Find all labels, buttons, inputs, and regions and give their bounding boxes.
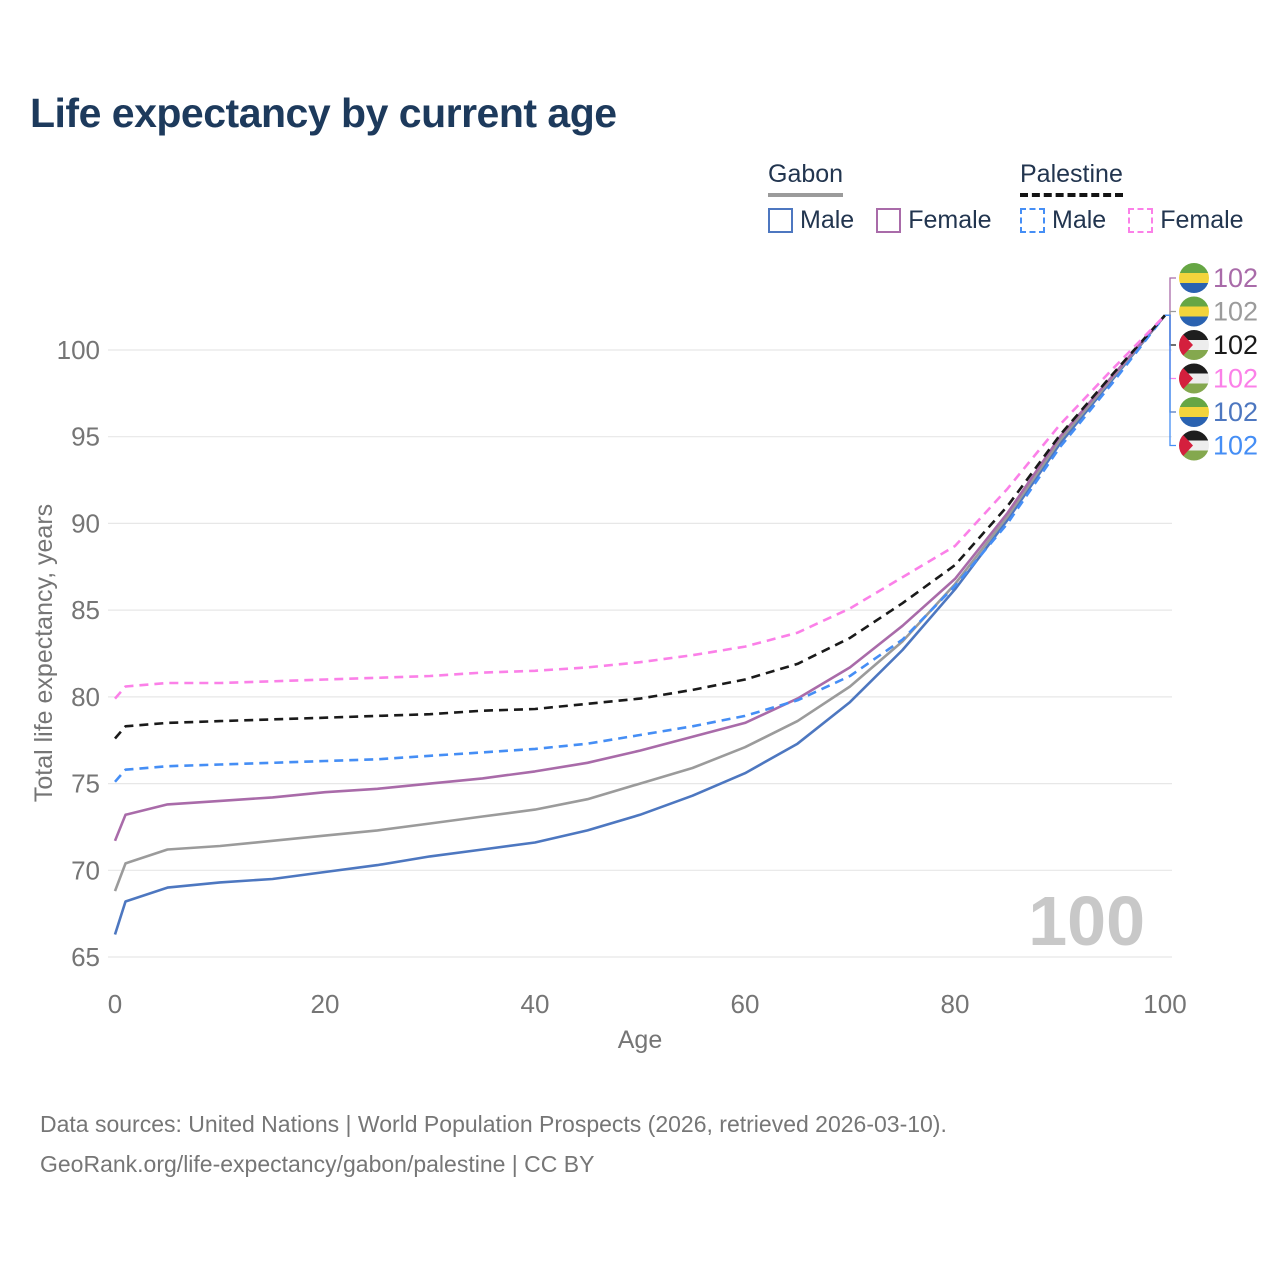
y-tick-label: 85	[71, 595, 100, 625]
x-axis-title: Age	[618, 1026, 662, 1054]
x-tick-label: 60	[731, 989, 760, 1019]
legend-item-label: Female	[1160, 206, 1244, 234]
series-lines	[113, 314, 1167, 935]
end-label-value-gabon_total: 102	[1213, 297, 1258, 327]
y-tick-label: 90	[71, 508, 100, 538]
legend-row-palestine: Male Female	[1020, 206, 1244, 235]
footer-line-2: GeoRank.org/life-expectancy/gabon/palest…	[40, 1151, 595, 1177]
end-label-value-palestine_female: 102	[1213, 364, 1258, 394]
x-tick-label: 0	[108, 989, 122, 1019]
end-label-value-palestine_male: 102	[1213, 431, 1258, 461]
legend-item-palestine-male[interactable]: Male	[1020, 206, 1106, 235]
end-label-value-palestine_total: 102	[1213, 330, 1258, 360]
series-line-palestine_female	[114, 314, 1166, 700]
gabon-flag-icon	[1179, 263, 1209, 293]
gridlines	[108, 349, 1172, 958]
legend-title-palestine: Palestine	[1020, 160, 1123, 197]
x-tick-label: 40	[521, 989, 550, 1019]
gabon-male-swatch-icon	[768, 208, 793, 233]
y-tick-label: 75	[71, 769, 100, 799]
leader-line-palestine_male	[1165, 314, 1176, 447]
x-tick-label: 100	[1143, 989, 1186, 1019]
legend-item-label: Male	[800, 206, 855, 234]
leader-lines	[1165, 277, 1176, 447]
end-label-value-gabon_male: 102	[1213, 397, 1258, 427]
series-line-gabon_female	[113, 314, 1166, 842]
y-axis-title: Total life expectancy, years	[30, 504, 58, 802]
palestine-female-swatch-icon	[1128, 208, 1154, 233]
legend-item-gabon-female[interactable]: Female	[876, 206, 992, 235]
palestine-flag-icon	[1179, 431, 1209, 461]
legend-group-gabon: Gabon Male Female	[768, 160, 992, 235]
gabon-flag-icon	[1179, 397, 1209, 427]
current-age-watermark: 100	[1028, 882, 1145, 960]
x-tick-labels: 0 20 40 60 80 100	[108, 989, 1187, 1019]
legend-group-palestine: Palestine Male Female	[1020, 160, 1244, 235]
y-tick-label: 70	[71, 855, 100, 885]
gabon-female-swatch-icon	[876, 208, 902, 233]
series-line-gabon_total	[113, 314, 1166, 892]
legend-item-label: Male	[1052, 206, 1107, 234]
legend-item-gabon-male[interactable]: Male	[768, 206, 854, 235]
y-tick-label: 100	[57, 335, 100, 365]
y-tick-label: 95	[71, 422, 100, 452]
legend-item-label: Female	[908, 206, 992, 234]
palestine-flag-icon	[1179, 364, 1209, 394]
gabon-flag-icon	[1179, 297, 1209, 327]
legend-row-gabon: Male Female	[768, 206, 992, 235]
x-tick-label: 20	[311, 989, 340, 1019]
series-line-palestine_male	[114, 314, 1167, 783]
y-tick-label: 65	[71, 942, 100, 972]
legend-title-gabon: Gabon	[768, 160, 844, 197]
leader-line-gabon_female	[1165, 277, 1176, 316]
y-tick-label: 80	[71, 682, 100, 712]
data-source-footer: Data sources: United Nations | World Pop…	[40, 1104, 947, 1184]
series-line-palestine_total	[114, 314, 1166, 740]
palestine-flag-icon	[1179, 330, 1209, 360]
y-tick-labels: 65 70 75 80 85 90 95 100	[57, 335, 100, 972]
footer-line-1: Data sources: United Nations | World Pop…	[40, 1111, 947, 1137]
end-label-value-gabon_female: 102	[1213, 263, 1258, 293]
x-tick-label: 80	[941, 989, 970, 1019]
page-title: Life expectancy by current age	[30, 90, 617, 136]
legend-item-palestine-female[interactable]: Female	[1128, 206, 1244, 235]
palestine-male-swatch-icon	[1020, 208, 1045, 233]
